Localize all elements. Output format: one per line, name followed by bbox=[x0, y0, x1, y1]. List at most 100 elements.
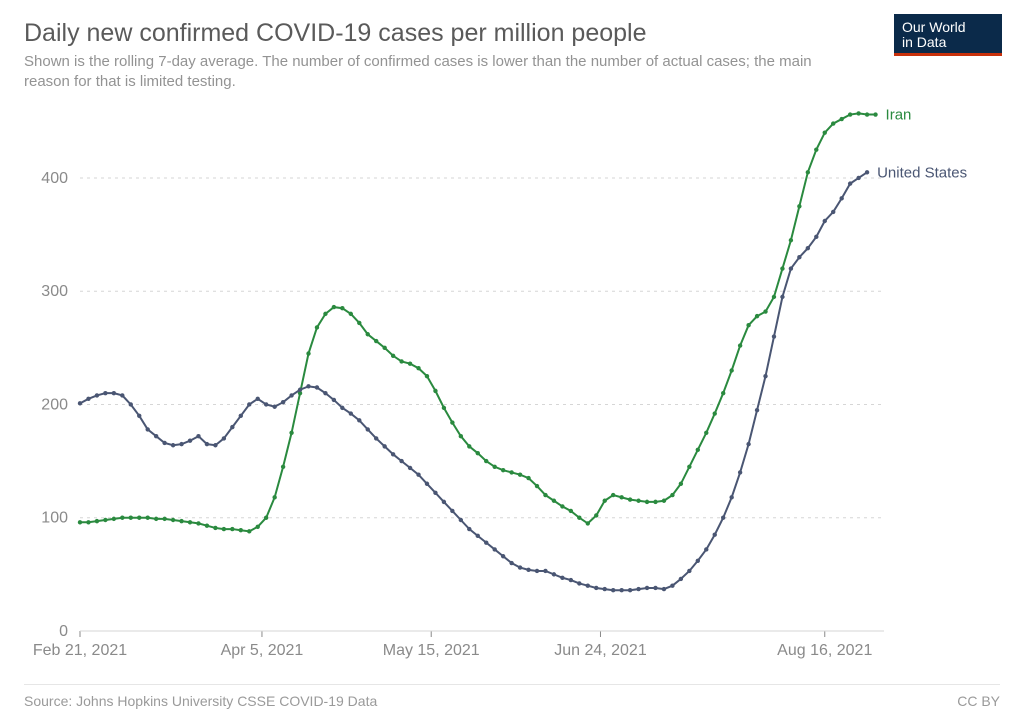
series-marker bbox=[713, 411, 717, 415]
y-tick-label: 0 bbox=[59, 623, 68, 640]
series-marker bbox=[179, 519, 183, 523]
series-label-iran: Iran bbox=[886, 107, 912, 124]
x-tick-label: Aug 16, 2021 bbox=[777, 642, 872, 659]
series-marker bbox=[332, 398, 336, 402]
x-tick-label: Feb 21, 2021 bbox=[33, 642, 127, 659]
series-marker bbox=[738, 470, 742, 474]
series-marker bbox=[450, 509, 454, 513]
series-line-iran bbox=[80, 113, 876, 531]
series-marker bbox=[526, 476, 530, 480]
series-marker bbox=[188, 520, 192, 524]
series-marker bbox=[357, 418, 361, 422]
series-marker bbox=[594, 586, 598, 590]
series-marker bbox=[831, 121, 835, 125]
series-marker bbox=[628, 497, 632, 501]
x-tick-label: May 15, 2021 bbox=[383, 642, 480, 659]
series-marker bbox=[129, 402, 133, 406]
series-marker bbox=[416, 366, 420, 370]
chart-title: Daily new confirmed COVID-19 cases per m… bbox=[24, 18, 1000, 48]
series-marker bbox=[391, 452, 395, 456]
series-marker bbox=[399, 359, 403, 363]
series-marker bbox=[289, 431, 293, 435]
series-marker bbox=[755, 408, 759, 412]
series-marker bbox=[823, 130, 827, 134]
chart-footer: Source: Johns Hopkins University CSSE CO… bbox=[24, 684, 1000, 709]
series-marker bbox=[603, 499, 607, 503]
series-marker bbox=[306, 384, 310, 388]
series-marker bbox=[272, 405, 276, 409]
series-marker bbox=[137, 414, 141, 418]
series-marker bbox=[146, 427, 150, 431]
series-marker bbox=[433, 389, 437, 393]
series-marker bbox=[374, 436, 378, 440]
series-marker bbox=[366, 427, 370, 431]
series-marker bbox=[230, 527, 234, 531]
series-marker bbox=[619, 588, 623, 592]
series-marker bbox=[467, 527, 471, 531]
series-marker bbox=[772, 295, 776, 299]
series-marker bbox=[112, 391, 116, 395]
series-marker bbox=[797, 255, 801, 259]
series-marker bbox=[552, 499, 556, 503]
series-marker bbox=[839, 117, 843, 121]
series-marker bbox=[86, 520, 90, 524]
series-marker bbox=[374, 339, 378, 343]
series-marker bbox=[103, 391, 107, 395]
series-marker bbox=[814, 235, 818, 239]
series-marker bbox=[298, 388, 302, 392]
series-marker bbox=[865, 112, 869, 116]
series-marker bbox=[323, 312, 327, 316]
series-marker bbox=[264, 402, 268, 406]
series-marker bbox=[577, 581, 581, 585]
series-marker bbox=[213, 526, 217, 530]
series-marker bbox=[560, 504, 564, 508]
series-marker bbox=[272, 495, 276, 499]
chart-subtitle: Shown is the rolling 7-day average. The … bbox=[24, 52, 844, 91]
series-marker bbox=[729, 368, 733, 372]
series-marker bbox=[349, 312, 353, 316]
series-marker bbox=[222, 527, 226, 531]
series-marker bbox=[247, 402, 251, 406]
series-marker bbox=[721, 391, 725, 395]
series-marker bbox=[729, 495, 733, 499]
series-marker bbox=[806, 170, 810, 174]
series-marker bbox=[645, 586, 649, 590]
series-marker bbox=[535, 569, 539, 573]
series-marker bbox=[611, 493, 615, 497]
series-marker bbox=[653, 586, 657, 590]
series-marker bbox=[239, 528, 243, 532]
series-marker bbox=[746, 323, 750, 327]
series-marker bbox=[594, 513, 598, 517]
series-label-united-states: United States bbox=[877, 164, 967, 181]
series-marker bbox=[619, 495, 623, 499]
series-marker bbox=[179, 442, 183, 446]
series-marker bbox=[856, 176, 860, 180]
series-marker bbox=[687, 569, 691, 573]
series-marker bbox=[86, 397, 90, 401]
series-marker bbox=[645, 500, 649, 504]
series-marker bbox=[205, 523, 209, 527]
series-marker bbox=[459, 434, 463, 438]
series-marker bbox=[831, 210, 835, 214]
series-marker bbox=[492, 465, 496, 469]
series-marker bbox=[162, 441, 166, 445]
series-marker bbox=[137, 516, 141, 520]
series-marker bbox=[789, 266, 793, 270]
series-marker bbox=[213, 443, 217, 447]
series-marker bbox=[569, 509, 573, 513]
series-marker bbox=[289, 393, 293, 397]
series-marker bbox=[196, 434, 200, 438]
series-marker bbox=[586, 521, 590, 525]
series-marker bbox=[704, 431, 708, 435]
series-marker bbox=[408, 466, 412, 470]
y-tick-label: 200 bbox=[41, 396, 68, 413]
series-marker bbox=[806, 246, 810, 250]
series-marker bbox=[721, 516, 725, 520]
series-marker bbox=[603, 587, 607, 591]
series-marker bbox=[425, 482, 429, 486]
series-marker bbox=[501, 554, 505, 558]
series-marker bbox=[162, 517, 166, 521]
series-marker bbox=[772, 334, 776, 338]
series-marker bbox=[281, 465, 285, 469]
series-marker bbox=[476, 534, 480, 538]
